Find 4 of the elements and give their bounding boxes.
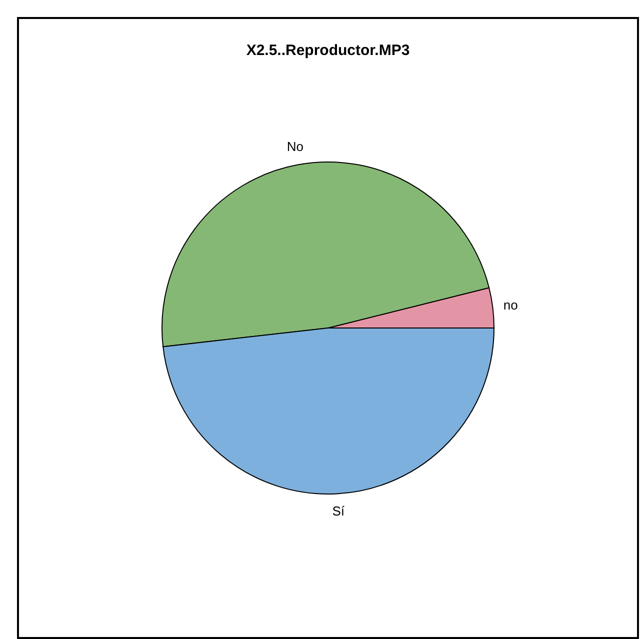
slice-label: No: [286, 138, 304, 154]
slice-label: Sí: [332, 504, 345, 519]
chart-title: X2.5..Reproductor.MP3: [246, 42, 410, 59]
slice-label: no: [503, 298, 518, 313]
